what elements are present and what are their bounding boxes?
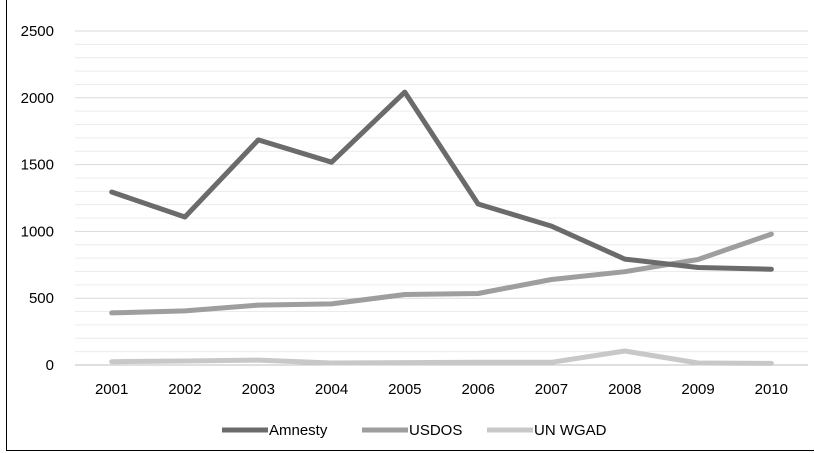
legend-label-amnesty: Amnesty xyxy=(269,422,328,439)
legend-label-un-wgad: UN WGAD xyxy=(534,422,607,439)
x-tick-label: 2001 xyxy=(95,381,128,398)
x-tick-label: 2004 xyxy=(315,381,348,398)
y-tick-label: 1500 xyxy=(21,157,54,174)
chart-frame xyxy=(6,0,814,451)
x-tick-label: 2008 xyxy=(608,381,641,398)
legend: Amnesty USDOS UN WGAD xyxy=(222,422,607,439)
x-tick-label: 2009 xyxy=(681,381,714,398)
y-axis-tick-labels: 0 500 1000 1500 2000 2500 xyxy=(21,23,54,374)
y-tick-label: 2500 xyxy=(21,23,54,40)
series-line-usdos xyxy=(109,231,774,316)
series-lines xyxy=(109,89,774,366)
x-axis-tick-labels: 2001 2002 2003 2004 2005 2006 2007 2008 2009 2010 xyxy=(95,381,788,398)
x-tick-label: 2007 xyxy=(535,381,568,398)
x-tick-label: 2005 xyxy=(388,381,421,398)
y-tick-label: 500 xyxy=(29,290,54,307)
y-tick-label: 0 xyxy=(46,357,54,374)
y-tick-label: 2000 xyxy=(21,90,54,107)
x-tick-label: 2002 xyxy=(168,381,201,398)
x-tick-label: 2010 xyxy=(755,381,788,398)
gridlines xyxy=(75,30,808,353)
series-line-amnesty xyxy=(109,89,774,272)
y-tick-label: 1000 xyxy=(21,223,54,240)
legend-label-usdos: USDOS xyxy=(409,422,462,439)
series-line-un-wgad xyxy=(109,348,774,366)
x-tick-label: 2003 xyxy=(242,381,275,398)
x-tick-label: 2006 xyxy=(461,381,494,398)
